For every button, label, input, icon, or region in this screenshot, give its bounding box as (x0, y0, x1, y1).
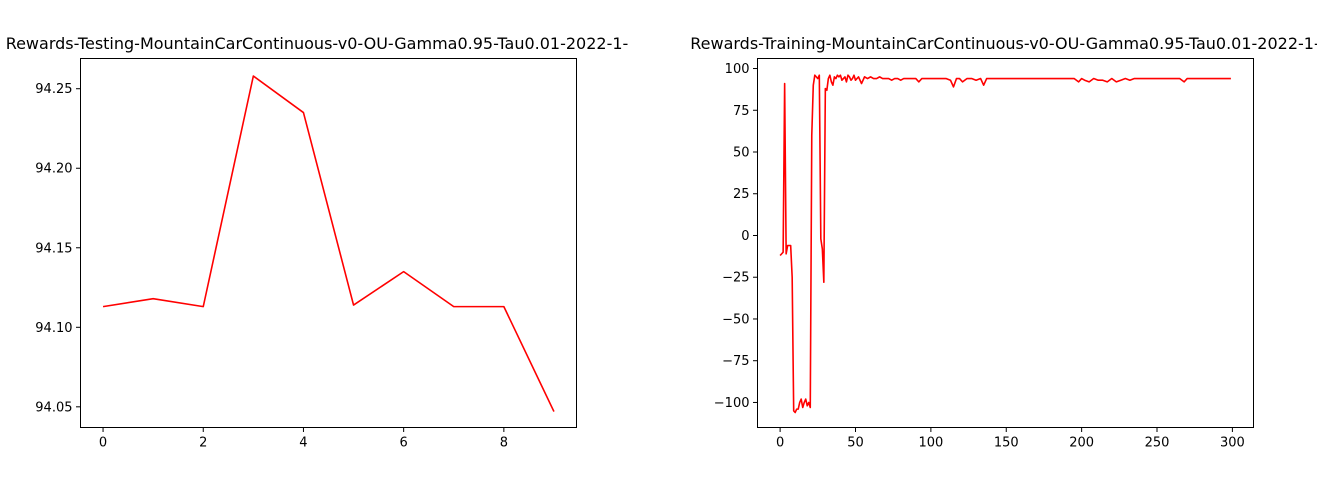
testing-x-tick-label: 2 (199, 436, 207, 451)
testing-series-line (102, 75, 555, 412)
training-y-tick-label: 0 (741, 229, 749, 244)
testing-y-tick-label: 94.25 (35, 82, 72, 97)
testing-x-tick-label: 6 (400, 436, 408, 451)
testing-chart-title: Rewards-Testing-MountainCarContinuous-v0… (6, 34, 629, 53)
training-y-tick-label: −25 (722, 271, 749, 286)
testing-plot-area (80, 58, 577, 428)
testing-chart-marks: 0 2 4 6 8 94.05 94.10 94.15 94.20 94.25 (35, 75, 555, 451)
training-y-tick-label: −50 (722, 312, 749, 327)
training-y-tick-label: 75 (733, 104, 750, 119)
training-x-tick-label: 300 (1220, 436, 1245, 451)
testing-y-tick-label: 94.05 (35, 400, 72, 415)
training-rewards-chart: Rewards-Training-MountainCarContinuous-v… (690, 34, 1317, 451)
training-series-line (779, 74, 1231, 414)
training-x-tick-label: 100 (918, 436, 943, 451)
testing-x-tick-label: 8 (500, 436, 508, 451)
training-x-tick-label: 150 (994, 436, 1019, 451)
testing-y-tick-label: 94.15 (35, 241, 72, 256)
training-y-tick-label: −100 (714, 396, 750, 411)
training-chart-marks: 0 50 100 150 200 250 300 −100 −75 −50 −25 0 25 50 75 10… (714, 62, 1245, 450)
training-y-tick-label: 100 (725, 62, 750, 77)
testing-x-tick-label: 0 (99, 436, 107, 451)
testing-rewards-chart: Rewards-Testing-MountainCarContinuous-v0… (6, 34, 629, 451)
training-y-tick-label: 50 (733, 146, 750, 161)
testing-y-tick-label: 94.20 (35, 162, 72, 177)
training-x-tick-label: 0 (776, 436, 784, 451)
training-x-tick-label: 200 (1069, 436, 1094, 451)
training-plot-area (757, 58, 1254, 428)
training-y-tick-label: −75 (722, 354, 749, 369)
testing-y-tick-label: 94.10 (35, 321, 72, 336)
training-y-tick-label: 25 (733, 187, 750, 202)
training-x-tick-label: 250 (1145, 436, 1170, 451)
training-chart-title: Rewards-Training-MountainCarContinuous-v… (690, 34, 1317, 53)
testing-x-tick-label: 4 (299, 436, 307, 451)
training-x-tick-label: 50 (847, 436, 864, 451)
